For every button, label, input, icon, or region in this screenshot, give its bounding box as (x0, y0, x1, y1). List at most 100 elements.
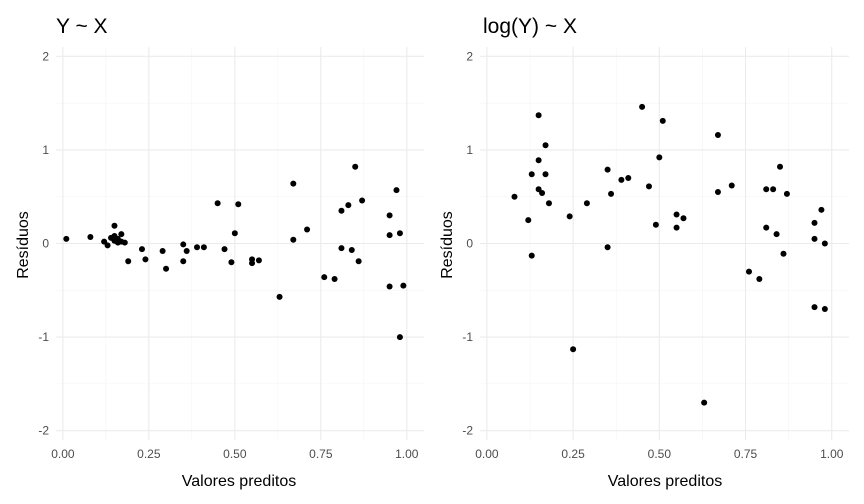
data-point (811, 304, 818, 311)
data-point (231, 230, 238, 237)
data-point (652, 221, 659, 228)
data-point (249, 260, 256, 267)
x-tick-labels: 0.00 0.25 0.50 0.75 1.00 (475, 447, 844, 461)
data-point (228, 259, 235, 266)
data-point (811, 219, 818, 226)
data-point (511, 193, 518, 200)
data-point (386, 283, 393, 290)
data-point (763, 186, 770, 193)
data-point (535, 112, 542, 119)
x-tick-label: 1.00 (820, 447, 844, 461)
data-point (570, 346, 577, 353)
data-point (290, 180, 297, 187)
data-point (194, 244, 201, 251)
y-tick-label: 0 (466, 237, 473, 251)
data-point (756, 276, 763, 283)
data-point (214, 200, 221, 207)
x-tick-label: 1.00 (395, 447, 419, 461)
data-point (618, 176, 625, 183)
data-point (180, 258, 187, 265)
data-point (221, 246, 228, 253)
data-point (104, 242, 111, 249)
data-point (680, 215, 687, 222)
x-tick-labels: 0.00 0.25 0.50 0.75 1.00 (51, 447, 419, 461)
y-tick-label: -1 (462, 330, 473, 344)
data-point (728, 182, 735, 189)
x-axis-title: Valores preditos (608, 473, 722, 490)
data-point (608, 190, 615, 197)
points (511, 103, 828, 406)
y-tick-label: -2 (38, 424, 49, 438)
data-point (352, 163, 359, 170)
panel-title: log(Y) ~ X (483, 15, 577, 38)
data-point (345, 202, 352, 209)
data-point (770, 186, 777, 193)
x-axis-title: Valores preditos (182, 473, 296, 490)
panel-y-x: Y ~ X 0.00 0.25 0.50 0.75 1.00 -2 -1 0 1 2 Valor… (15, 15, 424, 490)
data-point (386, 232, 393, 239)
x-tick-label: 0.75 (309, 447, 333, 461)
y-tick-label: 2 (466, 49, 473, 63)
y-tick-labels: -2 -1 0 1 2 (38, 49, 49, 437)
data-point (138, 246, 145, 253)
data-point (777, 163, 784, 170)
data-point (780, 250, 787, 257)
y-tick-label: -1 (38, 330, 49, 344)
data-point (583, 200, 590, 207)
data-point (525, 217, 532, 224)
data-point (400, 282, 407, 289)
data-point (639, 103, 646, 110)
data-point (63, 235, 70, 242)
points (63, 163, 407, 341)
data-point (348, 247, 355, 254)
data-point (701, 399, 708, 406)
y-tick-labels: -2 -1 0 1 2 (462, 49, 473, 437)
data-point (125, 258, 132, 265)
x-tick-label: 0.50 (648, 447, 672, 461)
x-tick-label: 0.00 (475, 447, 499, 461)
data-point (528, 252, 535, 259)
data-point (811, 235, 818, 242)
data-point (142, 256, 149, 263)
data-point (121, 239, 128, 246)
x-tick-label: 0.25 (561, 447, 585, 461)
data-point (396, 334, 403, 341)
data-point (656, 154, 663, 161)
data-point (773, 231, 780, 238)
data-point (87, 233, 94, 240)
data-point (818, 206, 825, 213)
data-point (393, 187, 400, 194)
data-point (542, 171, 549, 178)
data-point (159, 247, 166, 254)
data-point (163, 265, 170, 272)
data-point (290, 236, 297, 243)
y-tick-label: -2 (462, 424, 473, 438)
data-point (359, 197, 366, 204)
data-point (821, 240, 828, 247)
data-point (338, 207, 345, 214)
data-point (235, 201, 242, 208)
data-point (321, 274, 328, 281)
data-point (714, 131, 721, 138)
data-point (673, 224, 680, 231)
data-point (180, 241, 187, 248)
panel-title: Y ~ X (56, 15, 108, 38)
x-tick-label: 0.75 (734, 447, 758, 461)
grid (56, 47, 424, 440)
data-point (763, 224, 770, 231)
x-tick-label: 0.25 (137, 447, 161, 461)
data-point (542, 142, 549, 149)
y-tick-label: 1 (466, 143, 473, 157)
x-tick-label: 0.00 (51, 447, 75, 461)
data-point (111, 222, 118, 229)
data-point (625, 175, 632, 181)
data-point (659, 117, 666, 124)
data-point (331, 276, 338, 283)
data-point (255, 257, 262, 264)
data-point (386, 212, 393, 219)
data-point (745, 268, 752, 275)
data-point (338, 245, 345, 252)
y-tick-label: 1 (42, 143, 49, 157)
x-tick-label: 0.50 (223, 447, 247, 461)
y-tick-label: 2 (42, 49, 49, 63)
